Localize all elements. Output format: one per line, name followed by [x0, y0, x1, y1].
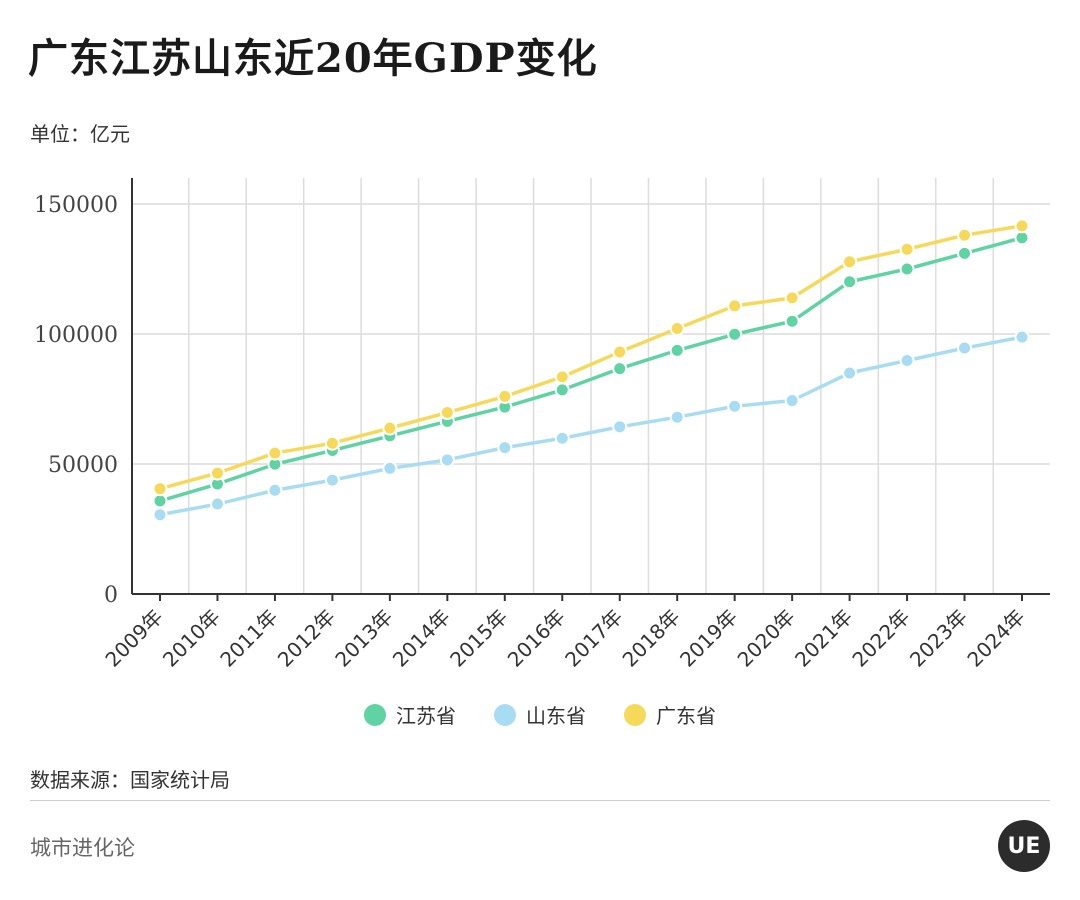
data-point [497, 440, 513, 456]
data-point [669, 321, 685, 337]
footer-divider [30, 800, 1050, 801]
legend-dot-icon [494, 703, 516, 726]
x-tick-label: 2009年 [100, 605, 167, 672]
line-chart: 0500001000001500002009年2010年2011年2012年20… [34, 178, 1050, 672]
legend-dot-icon [364, 703, 386, 726]
data-point [152, 481, 168, 497]
legend-item: 山东省 [494, 700, 586, 729]
data-point [612, 344, 628, 360]
unit-label: 单位：亿元 [30, 122, 130, 146]
data-point [842, 254, 858, 270]
data-point [152, 493, 168, 509]
x-tick-label: 2019年 [675, 605, 742, 672]
x-tick-label: 2017年 [560, 605, 627, 672]
data-point [554, 369, 570, 385]
data-point [1014, 329, 1030, 345]
data-point [612, 361, 628, 377]
data-point [842, 274, 858, 290]
data-point [497, 388, 513, 404]
y-tick-label: 0 [104, 583, 118, 608]
y-tick-label: 150000 [34, 193, 118, 218]
data-point [957, 340, 973, 356]
data-point [1014, 218, 1030, 234]
x-tick-label: 2024年 [962, 605, 1029, 672]
x-tick-label: 2023年 [905, 605, 972, 672]
legend-label: 江苏省 [396, 704, 456, 728]
data-point [727, 298, 743, 314]
data-point [727, 326, 743, 342]
x-tick-label: 2018年 [618, 605, 685, 672]
legend-item: 广东省 [624, 700, 716, 729]
series-line [159, 236, 1023, 503]
data-point [324, 435, 340, 451]
data-point [152, 507, 168, 523]
data-point [439, 452, 455, 468]
brand-logo-icon: UE [998, 820, 1050, 872]
legend-item: 江苏省 [364, 700, 456, 729]
data-point [842, 365, 858, 381]
data-point [899, 353, 915, 369]
data-point [669, 342, 685, 358]
x-tick-label: 2010年 [158, 605, 225, 672]
data-point [612, 419, 628, 435]
data-point [267, 445, 283, 461]
x-tick-label: 2020年 [733, 605, 800, 672]
y-tick-label: 100000 [34, 323, 118, 348]
data-point [554, 430, 570, 446]
legend-label: 山东省 [526, 704, 586, 728]
chart-title: 广东江苏山东近20年GDP变化 [28, 35, 598, 82]
series-line [159, 224, 1023, 491]
data-point [784, 393, 800, 409]
x-tick-label: 2022年 [847, 605, 914, 672]
data-point [784, 313, 800, 329]
data-point [784, 290, 800, 306]
data-point [669, 409, 685, 425]
series-line [159, 335, 1023, 517]
x-tick-label: 2014年 [388, 605, 455, 672]
data-point [899, 261, 915, 277]
x-tick-label: 2013年 [330, 605, 397, 672]
data-point [899, 241, 915, 257]
data-point [957, 245, 973, 261]
data-point [324, 472, 340, 488]
x-tick-label: 2011年 [215, 605, 282, 672]
data-point [439, 405, 455, 421]
data-point [267, 482, 283, 498]
data-point [554, 382, 570, 398]
data-point [382, 420, 398, 436]
data-point [957, 227, 973, 243]
x-tick-label: 2016年 [503, 605, 570, 672]
data-point [209, 465, 225, 481]
chart-legend: 江苏省 山东省 广东省 [0, 700, 1080, 729]
brand-name: 城市进化论 [30, 836, 135, 860]
data-source: 数据来源：国家统计局 [30, 768, 230, 792]
legend-dot-icon [624, 703, 646, 726]
x-tick-label: 2012年 [273, 605, 340, 672]
x-tick-label: 2021年 [790, 605, 857, 672]
data-point [209, 496, 225, 512]
y-tick-label: 50000 [48, 453, 118, 478]
legend-label: 广东省 [656, 704, 716, 728]
data-point [382, 460, 398, 476]
data-point [727, 398, 743, 414]
x-tick-label: 2015年 [445, 605, 512, 672]
